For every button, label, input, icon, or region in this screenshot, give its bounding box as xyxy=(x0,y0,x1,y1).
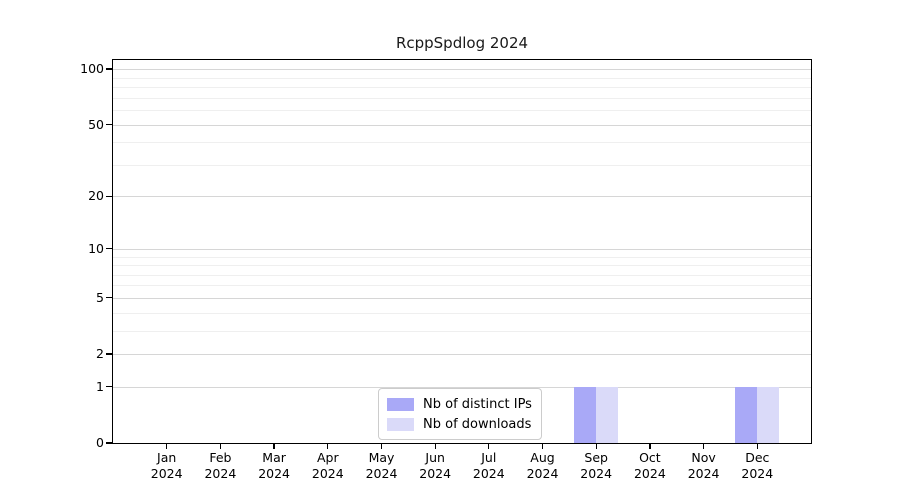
y-axis-tick-label: 2 xyxy=(96,346,104,361)
grid-line-major xyxy=(113,69,811,71)
y-tick-mark xyxy=(106,297,112,299)
grid-line-major xyxy=(113,297,811,299)
grid-line-minor xyxy=(113,164,811,166)
x-tick-mark xyxy=(327,443,329,449)
grid-line-minor xyxy=(113,142,811,144)
legend: Nb of distinct IPs Nb of downloads xyxy=(378,388,542,440)
x-axis-tick-label: Jun 2024 xyxy=(419,450,452,481)
legend-item: Nb of downloads xyxy=(387,414,532,434)
bar-downloads xyxy=(596,386,619,443)
x-axis-tick-label: Oct 2024 xyxy=(633,450,666,481)
x-tick-mark xyxy=(434,443,436,449)
grid-line-minor xyxy=(113,77,811,79)
y-tick-mark xyxy=(106,68,112,70)
y-tick-mark xyxy=(106,353,112,355)
y-axis-tick-label: 20 xyxy=(88,188,104,204)
x-axis-tick-label: Jul 2024 xyxy=(472,450,505,481)
grid-line-major xyxy=(113,248,811,250)
grid-line-minor xyxy=(113,285,811,287)
grid-line-minor xyxy=(113,274,811,276)
grid-line-major xyxy=(113,386,811,388)
x-axis-tick-label: Apr 2024 xyxy=(311,450,344,481)
x-axis-tick-label: Nov 2024 xyxy=(687,450,720,481)
grid-line-minor xyxy=(113,265,811,266)
y-axis-tick-label: 10 xyxy=(88,240,104,256)
grid-line-minor xyxy=(113,109,811,111)
bar-downloads xyxy=(757,386,780,443)
x-axis-tick-label: Jan 2024 xyxy=(150,450,183,481)
y-axis-tick-label: 5 xyxy=(96,289,104,305)
grid-line-major xyxy=(113,354,811,355)
x-tick-mark xyxy=(702,443,705,449)
x-tick-mark xyxy=(166,443,168,449)
grid-line-minor xyxy=(113,256,811,258)
y-axis-tick-label: 50 xyxy=(88,116,104,132)
x-axis-tick-label: Dec 2024 xyxy=(741,450,774,481)
y-axis-tick-label: 1 xyxy=(96,378,104,394)
x-axis-tick-label: May 2024 xyxy=(365,450,398,481)
plot-area xyxy=(113,60,811,443)
x-tick-mark xyxy=(219,443,222,449)
grid-line-minor xyxy=(113,312,811,314)
x-axis-tick-label: Sep 2024 xyxy=(580,450,613,481)
grid-line-major xyxy=(113,124,811,126)
y-tick-mark xyxy=(106,195,112,197)
chart-title: RcppSpdlog 2024 xyxy=(395,34,529,52)
bar-distinct-ips xyxy=(574,386,597,443)
legend-swatch-downloads xyxy=(387,417,414,431)
y-tick-mark xyxy=(106,248,112,250)
x-tick-mark xyxy=(595,443,597,449)
x-tick-mark xyxy=(488,443,490,449)
legend-item: Nb of distinct IPs xyxy=(387,394,532,414)
x-tick-mark xyxy=(541,443,544,449)
y-axis-tick-label: 0 xyxy=(96,435,104,450)
x-tick-mark xyxy=(649,443,651,449)
bar-distinct-ips xyxy=(735,386,758,443)
grid-line-minor xyxy=(113,87,811,88)
grid-line-minor xyxy=(113,97,811,99)
legend-label: Nb of distinct IPs xyxy=(423,396,532,412)
y-tick-mark xyxy=(106,442,112,444)
y-axis-tick-label: 100 xyxy=(80,61,104,77)
grid-line-minor xyxy=(113,330,811,332)
x-tick-mark xyxy=(756,443,758,449)
y-tick-mark xyxy=(106,123,112,126)
legend-label: Nb of downloads xyxy=(423,416,532,432)
x-axis-tick-label: Mar 2024 xyxy=(258,450,290,481)
grid-line-major xyxy=(113,196,811,198)
x-tick-mark xyxy=(273,443,275,449)
legend-swatch-distinct-ips xyxy=(387,397,414,411)
y-tick-mark xyxy=(106,386,112,388)
x-axis-tick-label: Feb 2024 xyxy=(204,450,237,481)
x-tick-mark xyxy=(380,443,383,449)
x-axis-tick-label: Aug 2024 xyxy=(526,450,559,481)
